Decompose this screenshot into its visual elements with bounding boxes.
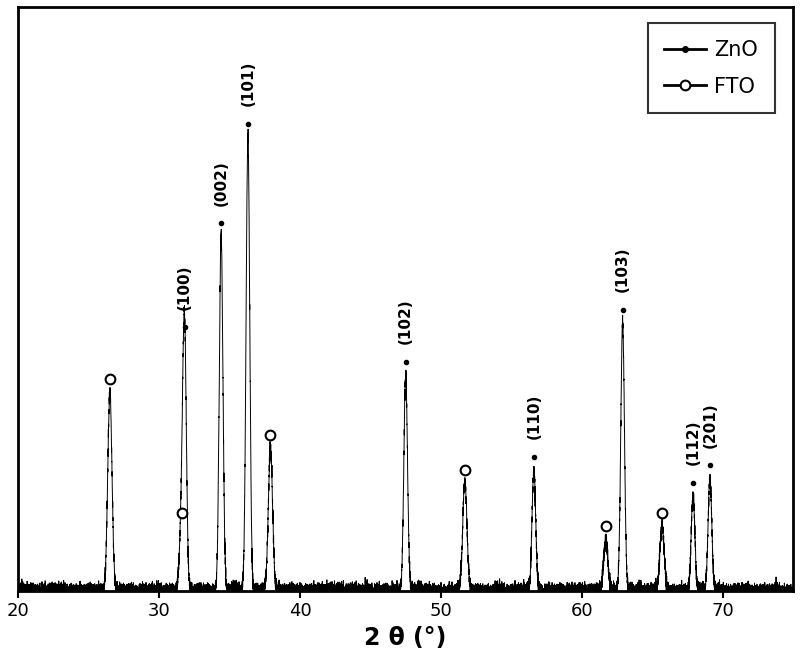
- Text: (201): (201): [702, 402, 718, 448]
- Text: (002): (002): [214, 160, 229, 206]
- Text: (103): (103): [615, 247, 630, 292]
- Legend: ZnO, FTO: ZnO, FTO: [648, 23, 775, 113]
- X-axis label: 2 θ (°): 2 θ (°): [365, 626, 447, 650]
- Text: (102): (102): [398, 298, 413, 344]
- Text: (100): (100): [177, 264, 192, 309]
- Text: (101): (101): [241, 61, 255, 106]
- Text: (112): (112): [686, 420, 701, 465]
- Text: (110): (110): [526, 394, 542, 440]
